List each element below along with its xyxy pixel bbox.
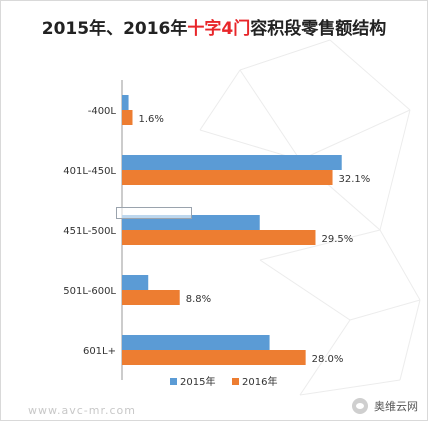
watermark-text: www.avc-mr.com bbox=[28, 404, 136, 417]
data-label: 8.8% bbox=[186, 294, 211, 305]
bar-2016 bbox=[122, 350, 306, 365]
decor-line bbox=[399, 299, 421, 381]
category-label: -400L bbox=[88, 106, 117, 117]
category-label: 401L-450L bbox=[63, 166, 116, 177]
chart-title-part1: 2015年、2016年 bbox=[41, 19, 188, 39]
chart-title-part3: 容积段零售额结构 bbox=[250, 19, 387, 39]
legend-swatch bbox=[170, 378, 177, 385]
decor-line bbox=[379, 229, 421, 301]
bar-2015 bbox=[122, 155, 342, 170]
legend-label: 2015年 bbox=[180, 375, 215, 388]
category-label: 601L+ bbox=[83, 346, 116, 357]
bar-2016 bbox=[122, 230, 316, 245]
decor-line bbox=[199, 69, 241, 131]
brand-label: 奥维云网 bbox=[374, 400, 418, 413]
bar-2015 bbox=[122, 95, 129, 110]
decor-line bbox=[239, 69, 301, 161]
decor-line bbox=[329, 39, 411, 111]
legend-swatch bbox=[232, 378, 239, 385]
legend-label: 2016年 bbox=[242, 375, 277, 388]
bar-2016 bbox=[122, 110, 133, 125]
decor-line bbox=[299, 379, 401, 396]
brand-mark: 奥维云网 bbox=[352, 398, 418, 414]
decor-line bbox=[239, 39, 331, 71]
decor-line bbox=[299, 319, 351, 396]
chart-legend: 2015年 2016年 bbox=[170, 375, 277, 388]
wechat-icon bbox=[352, 398, 368, 414]
bar-2016 bbox=[122, 290, 180, 305]
decor-line bbox=[349, 299, 421, 321]
category-label: 451L-500L bbox=[63, 226, 116, 237]
bar-2015 bbox=[122, 335, 270, 350]
data-label: 1.6% bbox=[138, 114, 163, 125]
decor-line bbox=[259, 229, 381, 261]
decor-line bbox=[299, 109, 411, 161]
bar-2015 bbox=[122, 275, 149, 290]
overlay-stamp bbox=[116, 207, 192, 219]
category-label: 501L-600L bbox=[63, 286, 116, 297]
decor-line bbox=[379, 109, 411, 231]
data-label: 29.5% bbox=[321, 234, 353, 245]
chart-title: 2015年、2016年十字4门容积段零售额结构 bbox=[0, 14, 428, 39]
bar-2016 bbox=[122, 170, 333, 185]
decor-line bbox=[259, 259, 351, 321]
chart-marks: -400L 1.6% 401L-450L 32.1% 451L-500L 29.5% 501… bbox=[63, 95, 370, 365]
data-label: 32.1% bbox=[339, 174, 371, 185]
chart-title-highlight: 十字4门 bbox=[187, 19, 251, 39]
data-label: 28.0% bbox=[312, 354, 344, 365]
